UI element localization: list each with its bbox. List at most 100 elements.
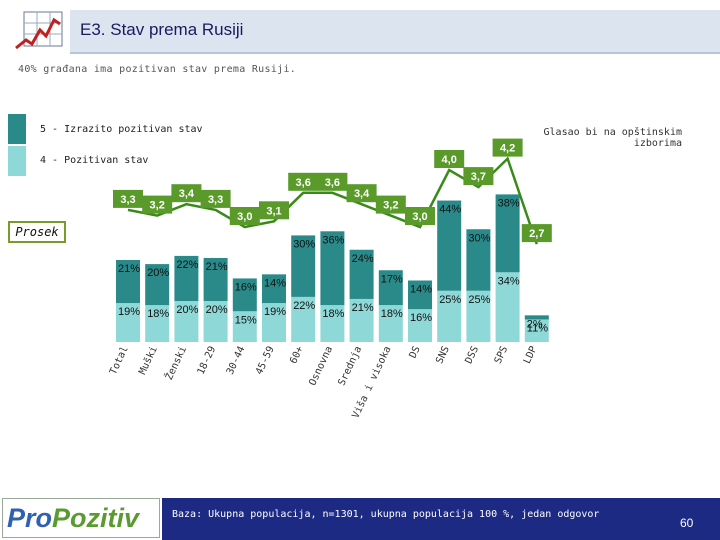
average-value-11: 4,0 bbox=[442, 154, 457, 166]
label-light-0: 19% bbox=[118, 306, 140, 318]
average-marker-11 bbox=[434, 150, 465, 168]
legend-label-dark: 5 - Izrazito pozitivan stav bbox=[40, 124, 203, 135]
average-label: Prosek bbox=[8, 221, 66, 243]
average-value-3: 3,3 bbox=[208, 194, 223, 206]
label-light-9: 18% bbox=[381, 308, 403, 320]
label-dark-1: 20% bbox=[147, 267, 169, 279]
bar-dark-3 bbox=[203, 257, 228, 301]
bar-light-1 bbox=[145, 305, 170, 342]
legend-swatch-light bbox=[8, 146, 26, 176]
label-dark-4: 16% bbox=[235, 281, 257, 293]
bar-light-4 bbox=[232, 311, 257, 342]
voters-group-label: Glasao bi na opštinskim izborima bbox=[543, 127, 682, 149]
category-label-12: DSS bbox=[464, 345, 482, 366]
average-marker-7 bbox=[317, 172, 348, 191]
label-dark-8: 24% bbox=[352, 253, 374, 265]
label-dark-14: 2% bbox=[527, 318, 543, 330]
label-light-12: 25% bbox=[468, 294, 490, 306]
legend-swatch-dark bbox=[8, 114, 26, 144]
label-light-10: 16% bbox=[410, 312, 432, 324]
category-label-5: 45-59 bbox=[254, 345, 277, 377]
bar-dark-5 bbox=[262, 274, 286, 304]
category-label-14: LDP bbox=[522, 345, 540, 366]
label-light-7: 18% bbox=[322, 308, 344, 320]
label-light-1: 18% bbox=[147, 308, 169, 320]
header-divider bbox=[70, 52, 720, 54]
average-value-0: 3,3 bbox=[120, 194, 135, 206]
label-dark-12: 30% bbox=[468, 232, 490, 244]
average-value-5: 3,1 bbox=[266, 205, 281, 217]
bar-dark-6 bbox=[291, 235, 316, 297]
bar-dark-1 bbox=[145, 264, 170, 306]
category-label-8: Srednja bbox=[337, 345, 365, 388]
subtitle: 40% građana ima pozitivan stav prema Rus… bbox=[18, 64, 297, 75]
page-title: E3. Stav prema Rusiji bbox=[80, 20, 244, 39]
page-number: 60 bbox=[680, 516, 694, 530]
average-marker-10 bbox=[405, 207, 435, 225]
average-marker-2 bbox=[171, 184, 202, 203]
average-marker-9 bbox=[375, 195, 406, 214]
label-dark-5: 14% bbox=[264, 277, 286, 289]
header-band bbox=[70, 10, 720, 52]
bar-light-3 bbox=[203, 301, 228, 342]
average-marker-14 bbox=[521, 224, 552, 243]
bar-light-6 bbox=[291, 296, 316, 342]
bar-light-14 bbox=[524, 319, 549, 342]
average-marker-0 bbox=[113, 189, 143, 208]
average-value-13: 4,2 bbox=[500, 143, 515, 155]
logo-pro-text: Pro bbox=[7, 502, 53, 533]
label-dark-10: 14% bbox=[410, 284, 432, 296]
bar-light-11 bbox=[437, 290, 462, 342]
label-light-11: 25% bbox=[439, 294, 461, 306]
average-value-8: 3,4 bbox=[354, 188, 370, 200]
bar-dark-4 bbox=[232, 278, 257, 312]
bar-light-12 bbox=[466, 290, 491, 342]
label-light-5: 19% bbox=[264, 306, 286, 318]
average-value-10: 3,0 bbox=[412, 211, 427, 223]
bar-light-5 bbox=[262, 303, 286, 342]
average-value-14: 2,7 bbox=[529, 228, 544, 240]
category-label-7: Osnovna bbox=[307, 345, 335, 388]
label-dark-0: 21% bbox=[118, 263, 140, 275]
category-label-13: SPS bbox=[493, 345, 511, 366]
bar-dark-13 bbox=[495, 194, 520, 273]
average-marker-3 bbox=[200, 189, 231, 208]
bar-dark-0 bbox=[116, 260, 140, 304]
label-dark-11: 44% bbox=[439, 204, 461, 216]
average-marker-12 bbox=[463, 167, 494, 186]
label-light-3: 20% bbox=[206, 304, 228, 316]
logo-pozitiv-text: Pozitiv bbox=[52, 502, 140, 533]
label-dark-7: 36% bbox=[322, 234, 344, 246]
label-dark-13: 38% bbox=[498, 197, 520, 209]
average-marker-5 bbox=[259, 201, 289, 220]
label-light-14: 11% bbox=[527, 322, 548, 334]
bar-light-9 bbox=[378, 305, 403, 342]
base-note: Baza: Ukupna populacija, n=1301, ukupna … bbox=[172, 509, 600, 520]
average-value-7: 3,6 bbox=[325, 177, 340, 189]
average-value-6: 3,6 bbox=[296, 177, 311, 189]
bar-light-2 bbox=[174, 301, 199, 342]
label-light-6: 22% bbox=[293, 300, 315, 312]
category-label-11: SNS bbox=[434, 345, 452, 366]
bar-light-0 bbox=[116, 303, 140, 342]
bar-light-13 bbox=[495, 272, 520, 342]
category-label-6: 60+ bbox=[288, 345, 306, 366]
label-dark-3: 21% bbox=[206, 261, 228, 273]
average-marker-13 bbox=[492, 138, 523, 157]
average-marker-4 bbox=[229, 207, 260, 225]
label-dark-2: 22% bbox=[176, 259, 198, 271]
average-value-12: 3,7 bbox=[471, 171, 486, 183]
bar-dark-9 bbox=[378, 270, 403, 306]
category-label-4: 30-44 bbox=[225, 345, 248, 377]
label-light-2: 20% bbox=[176, 304, 198, 316]
label-light-13: 34% bbox=[498, 275, 520, 287]
average-marker-6 bbox=[288, 172, 319, 191]
bar-light-10 bbox=[408, 309, 432, 342]
category-label-1: Muški bbox=[136, 344, 160, 376]
label-dark-6: 30% bbox=[293, 238, 315, 250]
bar-dark-8 bbox=[349, 249, 374, 299]
bar-dark-14 bbox=[524, 315, 549, 320]
bar-dark-7 bbox=[320, 231, 345, 306]
category-label-0: Total bbox=[108, 345, 131, 377]
bar-dark-12 bbox=[466, 229, 491, 291]
